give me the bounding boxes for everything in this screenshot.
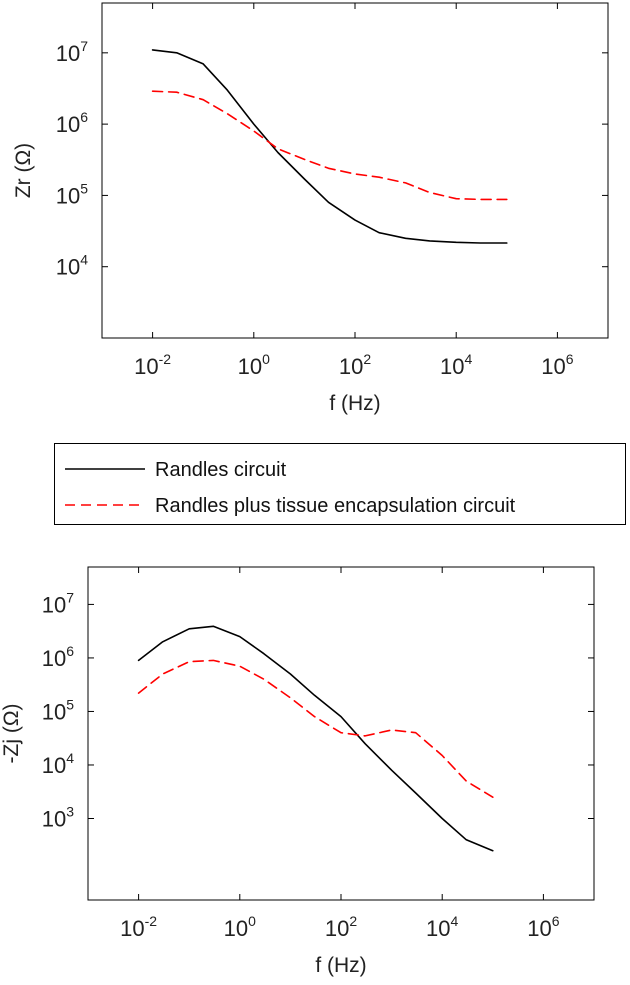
y-tick-label: 107	[42, 589, 74, 617]
x-tick-label: 10-2	[120, 913, 157, 941]
legend-label-randles: Randles circuit	[155, 459, 287, 481]
y-tick-label: 104	[56, 252, 88, 280]
y-axis-label: -Zj (Ω)	[0, 703, 23, 763]
x-tick-label: 106	[541, 351, 573, 379]
x-tick-label: 102	[325, 913, 357, 941]
x-tick-label: 106	[527, 913, 559, 941]
legend-label-tissue: Randles plus tissue encapsulation circui…	[155, 495, 516, 517]
x-tick-label: 10-2	[134, 351, 171, 379]
series-line-tissue	[151, 90, 508, 201]
zj-plot: 10-2 100 102 104 106 103 104 105 106 107 f (Hz) -Zj…	[0, 566, 595, 977]
y-tick-label: 103	[42, 803, 74, 831]
legend: Randles circuit Randles plus tissue enca…	[54, 443, 626, 525]
legend-item-tissue: Randles plus tissue encapsulation circui…	[55, 488, 625, 522]
x-axis-label: f (Hz)	[329, 392, 380, 415]
series-line-randles	[151, 49, 508, 244]
series-line-randles	[137, 625, 494, 852]
legend-item-randles: Randles circuit	[55, 452, 625, 486]
x-tick-label: 102	[339, 351, 371, 379]
x-tick-label: 104	[440, 351, 472, 379]
y-tick-label: 106	[56, 109, 88, 137]
y-tick-label: 104	[42, 750, 74, 778]
series-line-tissue	[137, 659, 494, 799]
x-tick-label: 104	[426, 913, 458, 941]
y-tick-label: 106	[42, 643, 74, 671]
y-tick-label: 105	[42, 696, 74, 724]
y-axis-label: Zr (Ω)	[12, 143, 35, 198]
zr-plot: 10-2 100 102 104 106 104 105 106 107 f (Hz) Zr (Ω)	[12, 2, 609, 415]
y-tick-label: 107	[56, 38, 88, 66]
x-tick-label: 100	[224, 913, 256, 941]
legend-line-solid	[65, 468, 145, 470]
legend-line-dashed	[65, 504, 145, 506]
x-axis-label: f (Hz)	[315, 954, 366, 977]
y-tick-label: 105	[56, 180, 88, 208]
x-tick-label: 100	[238, 351, 270, 379]
